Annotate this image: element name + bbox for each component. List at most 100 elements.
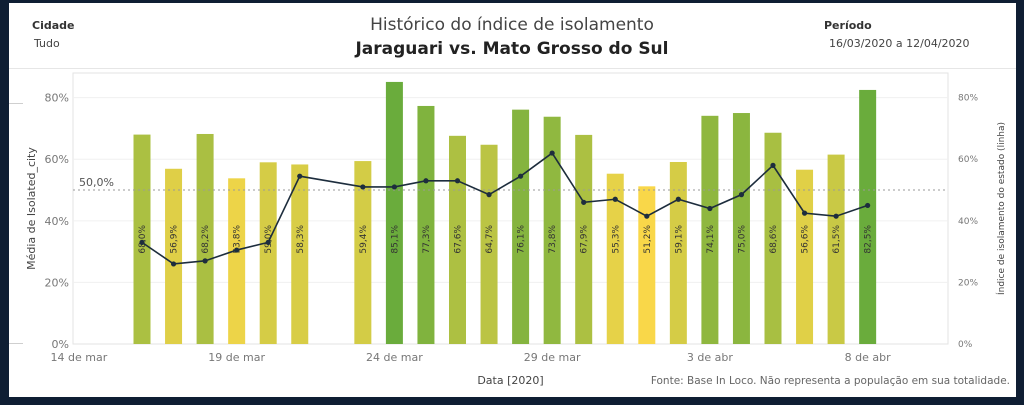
window-frame-left (0, 0, 9, 405)
bar (512, 109, 530, 344)
bar-value-label: 68,0% (138, 225, 148, 254)
bar-value-label: 67,6% (454, 225, 464, 254)
x-tick-label: 19 de mar (208, 351, 265, 364)
bar-value-label: 67,9% (580, 225, 590, 254)
state-line (141, 151, 868, 265)
bar (606, 173, 624, 344)
x-axis-title: Data [2020] (477, 374, 543, 387)
state-line-point (612, 196, 618, 202)
bar-value-label: 64,7% (485, 225, 495, 254)
x-tick-label: 14 de mar (51, 351, 108, 364)
bar (638, 186, 656, 344)
bar (259, 162, 277, 344)
bar (543, 116, 561, 344)
y-tick-label: 80% (45, 92, 69, 105)
bar (480, 144, 498, 344)
bar-value-label: 58,3% (296, 225, 306, 254)
state-line-point (581, 199, 587, 205)
bar-value-label: 55,3% (611, 225, 621, 254)
window-frame-bottom (0, 397, 1024, 405)
city-filter-value[interactable]: Tudo (34, 37, 60, 50)
state-line-point (801, 210, 808, 216)
side-divider-bottom (9, 343, 23, 344)
y-tick-label: 40% (45, 215, 69, 228)
bar-value-label: 56,9% (170, 225, 180, 254)
bar (827, 154, 845, 344)
state-line-point (865, 202, 871, 209)
bar-value-label: 76,1% (517, 225, 527, 254)
bar (449, 135, 466, 344)
state-line-point (297, 173, 303, 179)
y2-tick-label: 60% (958, 155, 978, 165)
y-tick-label: 20% (45, 276, 69, 289)
reference-line-label: 50,0% (79, 176, 114, 189)
state-line-point (139, 239, 145, 245)
plot-area-border (72, 72, 949, 345)
period-filter-label: Período (824, 19, 872, 32)
y2-axis-title: Índice de isolamento do estado (linha) (995, 122, 1007, 295)
bar-value-label: 68,6% (769, 225, 779, 254)
bar (764, 132, 782, 344)
bar (669, 161, 687, 344)
x-tick-label: 3 de abr (687, 351, 733, 364)
state-line-point (170, 261, 177, 267)
state-line-point (833, 213, 839, 219)
window-frame-top (0, 0, 1024, 3)
x-tick-label: 29 de mar (524, 351, 581, 364)
state-line-point (770, 162, 776, 168)
period-filter-value[interactable]: 16/03/2020 a 12/04/2020 (829, 37, 970, 50)
y-tick-label: 60% (45, 153, 69, 166)
y-tick-label: 0% (52, 338, 69, 351)
bar-value-label: 59,4% (359, 225, 369, 254)
y2-tick-label: 20% (958, 278, 978, 288)
bar-value-label: 75,0% (737, 225, 747, 254)
bar (228, 178, 246, 344)
state-line-point (391, 184, 397, 190)
bar (701, 115, 719, 344)
city-filter-label: Cidade (32, 19, 75, 32)
bar-value-label: 68,2% (201, 225, 211, 254)
state-line-point (486, 192, 492, 198)
header-divider (9, 68, 1016, 69)
bar-value-label: 59,1% (674, 225, 684, 254)
bar-value-label: 53,8% (233, 225, 243, 254)
bar-value-label: 61,5% (832, 225, 842, 254)
state-line-point (707, 205, 713, 212)
bar (196, 133, 214, 344)
state-line-point (675, 196, 681, 202)
state-line-point (423, 178, 429, 184)
bar-value-label: 82,5% (864, 225, 874, 254)
state-line-point (738, 192, 745, 198)
y-axis-title: Média de Isolated_city (25, 147, 38, 270)
bar-value-label: 56,6% (801, 225, 811, 254)
window-frame-right (1016, 0, 1024, 405)
bar (575, 134, 593, 344)
bar (732, 113, 750, 344)
side-divider-top (9, 103, 23, 104)
bar-value-label: 85,1% (390, 225, 400, 254)
y2-tick-label: 0% (958, 340, 973, 350)
bar (291, 164, 309, 344)
bar (859, 89, 877, 344)
state-line-point (360, 184, 366, 190)
bar-value-label: 51,2% (643, 225, 653, 254)
state-line-point (202, 258, 208, 264)
state-line-point (644, 213, 650, 219)
bar-value-label: 74,1% (706, 225, 716, 254)
bar-value-label: 77,3% (422, 225, 432, 254)
y2-tick-label: 40% (958, 217, 978, 227)
bar (385, 81, 403, 345)
bar (354, 161, 372, 344)
y2-tick-label: 80% (958, 94, 978, 104)
chart-title: Histórico do índice de isolamento (370, 15, 654, 35)
bar-value-label: 73,8% (548, 225, 558, 254)
x-tick-label: 8 de abr (845, 351, 891, 364)
state-line-point (234, 247, 240, 253)
x-tick-label: 24 de mar (366, 351, 423, 364)
bar (133, 134, 151, 344)
bar (417, 105, 435, 344)
chart-subtitle: Jaraguari vs. Mato Grosso do Sul (355, 39, 669, 59)
state-line-point (265, 239, 271, 245)
bar (796, 169, 814, 344)
